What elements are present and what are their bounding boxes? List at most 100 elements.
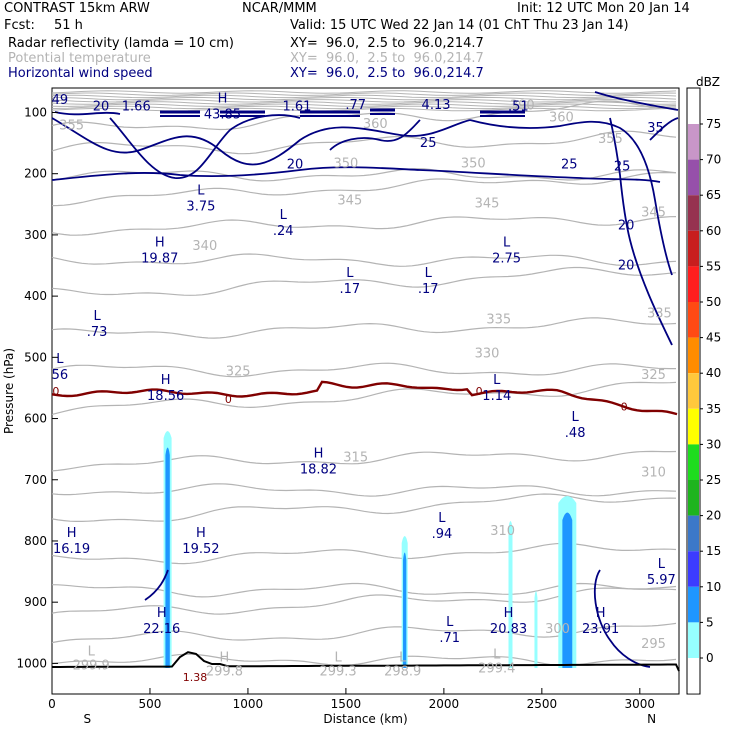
- x-tick-label: 2500: [527, 697, 558, 711]
- wind-extremum-mark: L: [503, 235, 511, 250]
- wind-extremum-mark: L: [493, 373, 501, 388]
- x-tick-label: 3000: [625, 697, 656, 711]
- colorbar-tick-label: 15: [706, 544, 721, 558]
- colorbar-tick-label: 40: [706, 366, 721, 380]
- wind-extremum-value: 1.14: [482, 389, 511, 404]
- wind-contour: [51, 117, 471, 166]
- wind-extremum-value: .71: [439, 631, 460, 646]
- theta-contour: [51, 101, 677, 105]
- y-tick-label: 700: [24, 473, 47, 487]
- theta-extremum-mark: L: [88, 645, 96, 660]
- wind-contour: [593, 569, 651, 668]
- wind-extremum-value: 19.87: [141, 251, 178, 266]
- colorbar-tick-label: 0: [706, 651, 714, 665]
- wind-extremum-mark: L: [425, 266, 433, 281]
- x-tick-label: 0: [48, 697, 56, 711]
- y-tick-label: 800: [24, 534, 47, 548]
- theta-contour: [51, 483, 677, 497]
- colorbar-swatch: [688, 373, 699, 409]
- wind-extremum-mark: H: [157, 606, 167, 621]
- theta-extremum-mark: H: [220, 651, 230, 666]
- wind-extremum-value: 18.82: [300, 463, 337, 478]
- theta-contour: [51, 216, 677, 236]
- reflectivity-cell: [508, 521, 513, 668]
- wind-extremum-mark: H: [314, 447, 324, 462]
- theta-label: 295: [641, 637, 666, 652]
- zero-label: 0: [621, 400, 628, 413]
- theta-label: 345: [337, 193, 362, 208]
- wind-contour: [144, 569, 169, 601]
- colorbar-tick-label: 55: [706, 259, 721, 273]
- wind-label: 20: [287, 158, 304, 173]
- wind-contour: [469, 119, 673, 276]
- colorbar-swatch: [688, 230, 699, 267]
- colorbar-tick-label: 20: [706, 509, 721, 523]
- theta-label: 360: [549, 111, 574, 126]
- theta-contour: [51, 253, 677, 267]
- wind-extremum-value: 20.83: [490, 622, 527, 637]
- wind-extremum-mark: H: [218, 92, 228, 107]
- colorbar-tick-label: 60: [706, 224, 721, 238]
- theta-contour: [51, 362, 676, 378]
- wind-label: 25: [420, 136, 437, 151]
- wind-extremum-mark: H: [161, 373, 171, 388]
- y-tick-label: 1000: [16, 656, 47, 670]
- theta-extremum-mark: L: [493, 648, 501, 663]
- fcst-label: Fcst:: [4, 18, 35, 33]
- wind-extremum-mark: H: [196, 526, 206, 541]
- theta-label: 390: [510, 98, 535, 113]
- theta-label: 335: [486, 313, 511, 328]
- theta-contour: [51, 542, 677, 565]
- field-xy-wind: XY= 96.0, 2.5 to 96.0,214.7: [290, 66, 484, 81]
- colorbar-swatch: [688, 408, 699, 445]
- y-tick-label: 600: [24, 412, 47, 426]
- zero-label: 0: [52, 385, 59, 398]
- colorbar-tick-label: 5: [706, 615, 714, 629]
- wind-extremum-mark: H: [67, 526, 77, 541]
- wind-extremum-mark: H: [155, 235, 165, 250]
- theta-contour: [51, 96, 677, 101]
- theta-extremum-mark: L: [399, 651, 407, 666]
- colorbar-swatch: [688, 480, 699, 516]
- wind-contour: [329, 119, 421, 151]
- wind-label: .77: [345, 98, 366, 113]
- axes: 0 500 1000 1500 2000 2500 30001002003004005006…: [2, 105, 656, 726]
- theta-contour: [51, 90, 677, 94]
- zero-label: 1.38: [183, 671, 208, 684]
- colorbar-tick-label: 50: [706, 295, 721, 309]
- wind-extremum-value: 19.52: [182, 542, 219, 557]
- wind-label: 20: [93, 99, 110, 114]
- zero-isotherm-line: [51, 380, 678, 416]
- wind-extremum-mark: L: [438, 511, 446, 526]
- wind-contour: [594, 91, 679, 111]
- y-tick-label: 300: [24, 228, 47, 242]
- wind-extremum-value: 22.16: [143, 622, 180, 637]
- zero-label: 0: [476, 385, 483, 398]
- reflectivity-core: [403, 552, 407, 668]
- wind-label: 25: [614, 159, 631, 174]
- wind-extremum-mark: L: [56, 352, 64, 367]
- x-tick-label: 1500: [331, 697, 362, 711]
- theta-contour: [51, 105, 677, 110]
- zero-label: 0: [225, 393, 232, 406]
- colorbar-swatch: [688, 444, 699, 480]
- theta-label: 300: [545, 622, 570, 637]
- x-tick-label: 2000: [429, 697, 460, 711]
- wind-extremum-mark: L: [446, 615, 454, 630]
- y-tick-label: 400: [24, 289, 47, 303]
- wind-extremum-value: 56: [52, 368, 69, 383]
- wind-extremum-value: .17: [339, 282, 360, 297]
- theta-contour: [51, 266, 677, 296]
- theta-extremum-value: 299.3: [319, 665, 356, 680]
- colorbar-tick-label: 65: [706, 188, 721, 202]
- wind-extremum-value: 2.75: [492, 251, 521, 266]
- field-xy-theta: XY= 96.0, 2.5 to 96.0,214.7: [290, 51, 484, 66]
- reflectivity-core: [562, 512, 573, 668]
- wind-label: 35: [647, 121, 664, 136]
- wind-extremum-value: .73: [87, 325, 108, 340]
- field-name-reflectivity: Radar reflectivity (lamda = 10 cm): [8, 36, 234, 51]
- colorbar-tick-label: 75: [706, 117, 721, 131]
- theta-extremum-value: 299.8: [206, 665, 243, 680]
- theta-label: 360: [363, 117, 388, 132]
